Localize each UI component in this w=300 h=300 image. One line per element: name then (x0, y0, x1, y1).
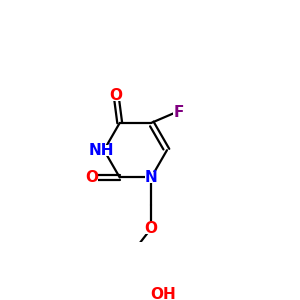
FancyBboxPatch shape (110, 90, 122, 101)
Text: NH: NH (89, 143, 114, 158)
FancyBboxPatch shape (145, 172, 158, 183)
FancyBboxPatch shape (85, 172, 98, 183)
Text: O: O (110, 88, 123, 103)
FancyBboxPatch shape (145, 223, 158, 234)
FancyBboxPatch shape (92, 145, 112, 156)
Text: F: F (174, 104, 184, 119)
FancyBboxPatch shape (153, 290, 173, 300)
Text: N: N (145, 170, 158, 185)
Text: O: O (85, 170, 98, 185)
Text: O: O (145, 221, 158, 236)
FancyBboxPatch shape (173, 106, 185, 118)
Text: OH: OH (150, 287, 176, 300)
